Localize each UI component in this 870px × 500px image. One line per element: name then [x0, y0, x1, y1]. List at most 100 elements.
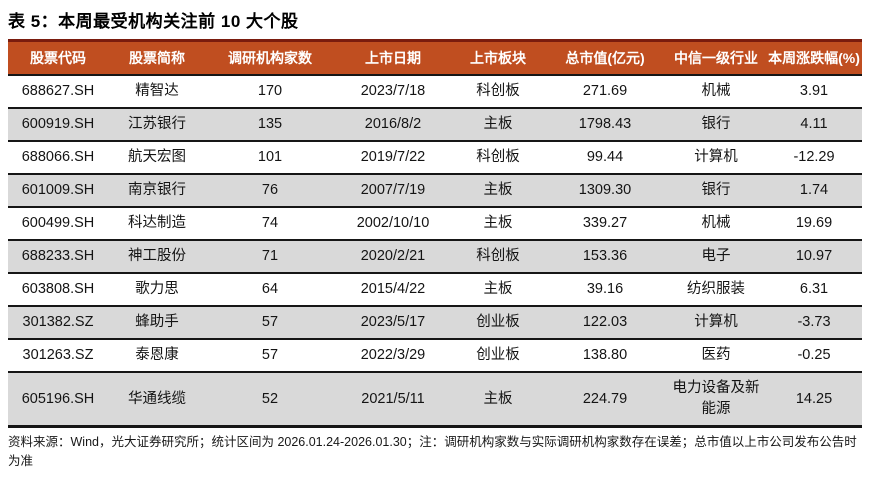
institution-count-cell: 57	[206, 306, 334, 340]
table-row: 301263.SZ 泰恩康 57 2022/3/29 创业板 138.80 医药…	[8, 339, 862, 373]
institution-count-cell: 74	[206, 207, 334, 241]
industry-cell: 医药	[666, 339, 766, 373]
ipo-date-cell: 2007/7/19	[334, 174, 452, 208]
weekly-change-cell: 10.97	[766, 240, 862, 274]
stock-code-cell: 605196.SH	[8, 372, 108, 428]
weekly-change-cell: 4.11	[766, 108, 862, 142]
ipo-date-cell: 2016/8/2	[334, 108, 452, 142]
board-cell: 创业板	[452, 306, 544, 340]
table-row: 603808.SH 歌力思 64 2015/4/22 主板 39.16 纺织服装…	[8, 273, 862, 307]
institution-count-cell: 52	[206, 372, 334, 428]
table-row: 600499.SH 科达制造 74 2002/10/10 主板 339.27 机…	[8, 207, 862, 241]
weekly-change-cell: -12.29	[766, 141, 862, 175]
institution-count-cell: 170	[206, 75, 334, 109]
board-cell: 主板	[452, 174, 544, 208]
market-cap-cell: 153.36	[544, 240, 666, 274]
stock-name-cell: 精智达	[108, 75, 206, 109]
top10-stocks-table: 股票代码 股票简称 调研机构家数 上市日期 上市板块 总市值(亿元) 中信一级行…	[8, 39, 862, 428]
col-header-ipo-date: 上市日期	[334, 39, 452, 76]
board-cell: 主板	[452, 108, 544, 142]
stock-code-cell: 603808.SH	[8, 273, 108, 307]
ipo-date-cell: 2019/7/22	[334, 141, 452, 175]
market-cap-cell: 39.16	[544, 273, 666, 307]
stock-name-cell: 航天宏图	[108, 141, 206, 175]
stock-code-cell: 688066.SH	[8, 141, 108, 175]
board-cell: 科创板	[452, 240, 544, 274]
col-header-institution-count: 调研机构家数	[206, 39, 334, 76]
market-cap-cell: 224.79	[544, 372, 666, 428]
table-row: 601009.SH 南京银行 76 2007/7/19 主板 1309.30 银…	[8, 174, 862, 208]
col-header-market-cap: 总市值(亿元)	[544, 39, 666, 76]
board-cell: 创业板	[452, 339, 544, 373]
col-header-weekly-change: 本周涨跌幅(%)	[766, 39, 862, 76]
board-cell: 主板	[452, 273, 544, 307]
ipo-date-cell: 2023/7/18	[334, 75, 452, 109]
weekly-change-cell: 6.31	[766, 273, 862, 307]
stock-code-cell: 688233.SH	[8, 240, 108, 274]
ipo-date-cell: 2023/5/17	[334, 306, 452, 340]
market-cap-cell: 99.44	[544, 141, 666, 175]
ipo-date-cell: 2021/5/11	[334, 372, 452, 428]
col-header-industry: 中信一级行业	[666, 39, 766, 76]
stock-code-cell: 688627.SH	[8, 75, 108, 109]
institution-count-cell: 71	[206, 240, 334, 274]
stock-name-cell: 蜂助手	[108, 306, 206, 340]
institution-count-cell: 101	[206, 141, 334, 175]
industry-cell: 计算机	[666, 141, 766, 175]
institution-count-cell: 64	[206, 273, 334, 307]
market-cap-cell: 339.27	[544, 207, 666, 241]
market-cap-cell: 271.69	[544, 75, 666, 109]
industry-cell: 机械	[666, 207, 766, 241]
stock-code-cell: 301382.SZ	[8, 306, 108, 340]
market-cap-cell: 122.03	[544, 306, 666, 340]
market-cap-cell: 1309.30	[544, 174, 666, 208]
col-header-stock-name: 股票简称	[108, 39, 206, 76]
industry-cell: 纺织服装	[666, 273, 766, 307]
col-header-stock-code: 股票代码	[8, 39, 108, 76]
table-row: 301382.SZ 蜂助手 57 2023/5/17 创业板 122.03 计算…	[8, 306, 862, 340]
stock-name-cell: 泰恩康	[108, 339, 206, 373]
industry-cell: 计算机	[666, 306, 766, 340]
market-cap-cell: 1798.43	[544, 108, 666, 142]
source-note: 资料来源：Wind，光大证券研究所；统计区间为 2026.01.24-2026.…	[8, 435, 857, 468]
institution-count-cell: 135	[206, 108, 334, 142]
stock-code-cell: 600499.SH	[8, 207, 108, 241]
weekly-change-cell: 14.25	[766, 372, 862, 428]
ipo-date-cell: 2020/2/21	[334, 240, 452, 274]
industry-cell: 机械	[666, 75, 766, 109]
institution-count-cell: 57	[206, 339, 334, 373]
stock-code-cell: 601009.SH	[8, 174, 108, 208]
table-header-row: 股票代码 股票简称 调研机构家数 上市日期 上市板块 总市值(亿元) 中信一级行…	[8, 39, 862, 76]
weekly-change-cell: -3.73	[766, 306, 862, 340]
industry-cell: 电力设备及新能源	[666, 372, 766, 428]
board-cell: 科创板	[452, 75, 544, 109]
board-cell: 主板	[452, 207, 544, 241]
ipo-date-cell: 2022/3/29	[334, 339, 452, 373]
ipo-date-cell: 2002/10/10	[334, 207, 452, 241]
weekly-change-cell: -0.25	[766, 339, 862, 373]
table-row: 688627.SH 精智达 170 2023/7/18 科创板 271.69 机…	[8, 75, 862, 109]
table-row: 600919.SH 江苏银行 135 2016/8/2 主板 1798.43 银…	[8, 108, 862, 142]
col-header-board: 上市板块	[452, 39, 544, 76]
stock-name-cell: 科达制造	[108, 207, 206, 241]
weekly-change-cell: 3.91	[766, 75, 862, 109]
weekly-change-cell: 19.69	[766, 207, 862, 241]
stock-code-cell: 600919.SH	[8, 108, 108, 142]
stock-name-cell: 神工股份	[108, 240, 206, 274]
table-row: 688066.SH 航天宏图 101 2019/7/22 科创板 99.44 计…	[8, 141, 862, 175]
industry-cell: 银行	[666, 108, 766, 142]
stock-name-cell: 南京银行	[108, 174, 206, 208]
stock-name-cell: 华通线缆	[108, 372, 206, 428]
table-row: 605196.SH 华通线缆 52 2021/5/11 主板 224.79 电力…	[8, 372, 862, 428]
market-cap-cell: 138.80	[544, 339, 666, 373]
institution-count-cell: 76	[206, 174, 334, 208]
table-row: 688233.SH 神工股份 71 2020/2/21 科创板 153.36 电…	[8, 240, 862, 274]
stock-name-cell: 江苏银行	[108, 108, 206, 142]
board-cell: 科创板	[452, 141, 544, 175]
industry-cell: 银行	[666, 174, 766, 208]
table-title: 表 5：本周最受机构关注前 10 大个股	[8, 12, 299, 31]
board-cell: 主板	[452, 372, 544, 428]
ipo-date-cell: 2015/4/22	[334, 273, 452, 307]
weekly-change-cell: 1.74	[766, 174, 862, 208]
